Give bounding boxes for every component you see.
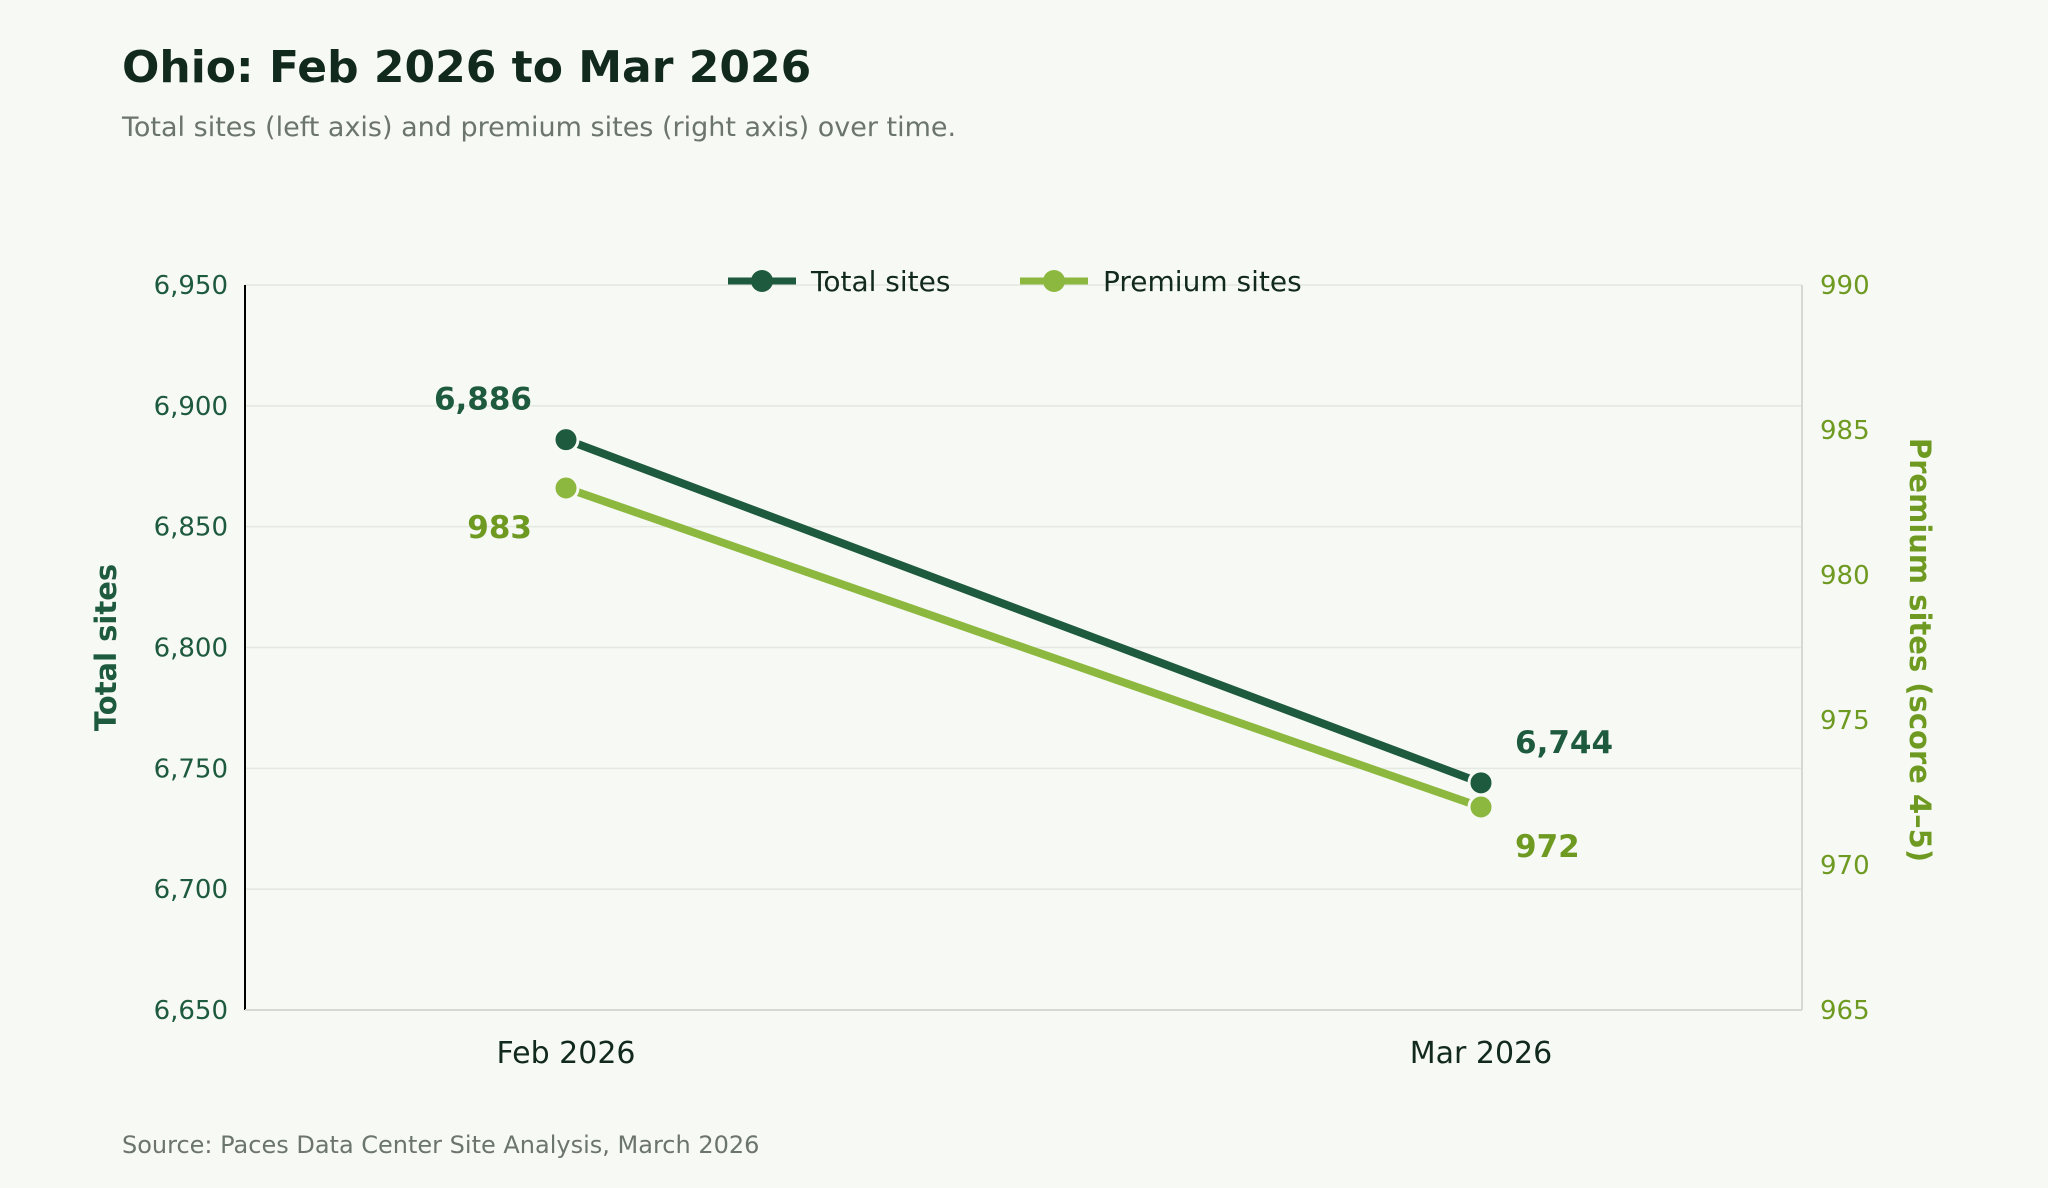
right-tick-label: 965 <box>1820 996 1870 1026</box>
grid-layer <box>245 284 1802 890</box>
data-label: 6,886 <box>434 382 532 418</box>
data-label: 972 <box>1515 829 1580 865</box>
legend-swatch-marker <box>1043 270 1065 292</box>
right-tick-label: 975 <box>1820 706 1870 736</box>
left-tick-label: 6,650 <box>154 996 228 1026</box>
left-tick-label: 6,950 <box>154 271 228 301</box>
data-label: 983 <box>467 510 532 546</box>
chart-title: Ohio: Feb 2026 to Mar 2026 <box>122 42 811 93</box>
right-tick-label: 970 <box>1820 851 1870 881</box>
series-line-total-sites <box>562 435 1485 787</box>
right-tick-label: 985 <box>1820 416 1870 446</box>
x-tick-label: Feb 2026 <box>497 1036 636 1071</box>
chart-source: Source: Paces Data Center Site Analysis,… <box>122 1131 759 1159</box>
legend-label: Total sites <box>810 265 950 298</box>
data-point <box>1467 793 1495 821</box>
data-label: 6,744 <box>1515 725 1613 761</box>
left-axis-title: Total sites <box>89 564 123 731</box>
left-tick-label: 6,800 <box>154 634 228 664</box>
legend-label: Premium sites <box>1103 265 1302 298</box>
chart-subtitle: Total sites (left axis) and premium site… <box>121 112 956 143</box>
left-tick-label: 6,700 <box>154 875 228 905</box>
data-point <box>552 474 580 502</box>
data-point <box>1467 769 1495 797</box>
left-tick-label: 6,750 <box>154 754 228 784</box>
left-tick-label: 6,850 <box>154 513 228 543</box>
x-tick-label: Mar 2026 <box>1410 1036 1553 1071</box>
right-tick-label: 980 <box>1820 561 1870 591</box>
legend: Total sites Premium sites <box>728 265 1302 298</box>
left-tick-label: 6,900 <box>154 392 228 422</box>
data-point <box>552 426 580 454</box>
axes-layer: 6,650 6,700 6,750 6,800 6,850 6,900 6,950 965 97… <box>89 271 1937 1071</box>
legend-swatch-marker <box>751 270 773 292</box>
series-line-premium-sites <box>562 484 1485 811</box>
series-layer: 6,886 6,744 983 972 <box>434 382 1613 865</box>
right-axis-title: Premium sites (score 4–5) <box>1903 438 1937 862</box>
right-tick-label: 990 <box>1820 271 1870 301</box>
